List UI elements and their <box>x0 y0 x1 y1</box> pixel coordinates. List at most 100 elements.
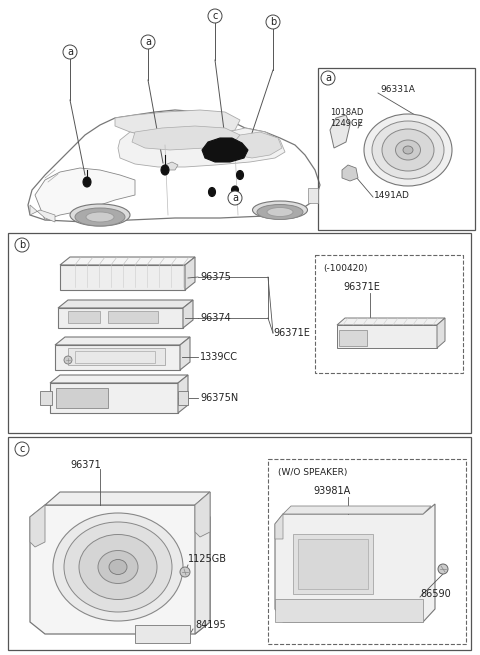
Ellipse shape <box>257 204 303 219</box>
Bar <box>135 625 190 643</box>
Ellipse shape <box>83 177 91 187</box>
Text: a: a <box>67 47 73 57</box>
Bar <box>8 437 471 650</box>
Bar <box>315 255 463 373</box>
Text: 1491AD: 1491AD <box>374 191 410 200</box>
Polygon shape <box>58 300 193 308</box>
Ellipse shape <box>161 165 169 175</box>
Polygon shape <box>165 162 178 170</box>
Ellipse shape <box>252 201 308 219</box>
Polygon shape <box>275 504 435 622</box>
Polygon shape <box>180 337 190 370</box>
Circle shape <box>15 238 29 252</box>
Polygon shape <box>28 110 320 222</box>
Text: 1018AD
1249GE: 1018AD 1249GE <box>330 107 363 128</box>
Ellipse shape <box>208 187 216 196</box>
Bar <box>68 311 100 323</box>
Polygon shape <box>195 492 210 537</box>
Polygon shape <box>30 505 45 547</box>
Polygon shape <box>55 345 180 370</box>
Ellipse shape <box>98 550 138 584</box>
Circle shape <box>63 45 77 59</box>
Ellipse shape <box>109 559 127 574</box>
Polygon shape <box>330 115 350 148</box>
Polygon shape <box>132 126 240 150</box>
Bar <box>339 330 367 346</box>
Polygon shape <box>342 165 358 181</box>
Text: b: b <box>270 17 276 27</box>
Ellipse shape <box>86 212 114 222</box>
Text: 96371: 96371 <box>70 460 101 470</box>
Polygon shape <box>437 318 445 348</box>
Polygon shape <box>58 308 183 328</box>
Text: (-100420): (-100420) <box>323 265 368 274</box>
Polygon shape <box>35 168 135 220</box>
Polygon shape <box>50 375 188 383</box>
Bar <box>268 459 466 644</box>
Circle shape <box>15 442 29 456</box>
Circle shape <box>64 356 72 364</box>
Circle shape <box>208 9 222 23</box>
Ellipse shape <box>231 186 239 194</box>
Text: 96375N: 96375N <box>200 393 238 403</box>
Ellipse shape <box>372 121 444 179</box>
Polygon shape <box>60 257 195 265</box>
Text: 93981A: 93981A <box>313 486 350 496</box>
Bar <box>40 391 52 405</box>
Ellipse shape <box>396 140 420 160</box>
Polygon shape <box>283 506 431 514</box>
Ellipse shape <box>267 208 293 217</box>
Polygon shape <box>275 514 283 539</box>
Text: 96374: 96374 <box>200 313 231 323</box>
Polygon shape <box>232 132 282 158</box>
Text: 96375: 96375 <box>200 272 231 282</box>
Circle shape <box>228 191 242 205</box>
Ellipse shape <box>403 146 413 154</box>
Text: a: a <box>325 73 331 83</box>
Polygon shape <box>118 128 285 167</box>
Text: 96331A: 96331A <box>380 86 415 94</box>
Polygon shape <box>337 318 445 325</box>
Bar <box>318 68 475 230</box>
Ellipse shape <box>53 513 183 621</box>
Text: 96371E: 96371E <box>273 328 310 338</box>
Ellipse shape <box>70 204 130 226</box>
Text: 1339CC: 1339CC <box>200 352 238 362</box>
Bar <box>108 311 158 323</box>
Bar <box>308 188 318 203</box>
Ellipse shape <box>237 170 243 179</box>
Polygon shape <box>68 348 165 365</box>
Polygon shape <box>275 599 423 622</box>
Text: a: a <box>145 37 151 47</box>
Bar <box>56 388 108 408</box>
Text: 96371E: 96371E <box>343 282 380 292</box>
Polygon shape <box>55 337 190 345</box>
Bar <box>8 233 471 433</box>
Ellipse shape <box>79 534 157 599</box>
Ellipse shape <box>364 114 452 186</box>
Text: a: a <box>232 193 238 203</box>
Polygon shape <box>185 257 195 290</box>
Circle shape <box>266 15 280 29</box>
Polygon shape <box>195 492 210 634</box>
Polygon shape <box>60 265 185 290</box>
Ellipse shape <box>75 208 125 226</box>
Text: 86590: 86590 <box>420 589 451 599</box>
Ellipse shape <box>382 129 434 171</box>
Circle shape <box>180 567 190 577</box>
Polygon shape <box>298 539 368 589</box>
Circle shape <box>321 71 335 85</box>
Polygon shape <box>178 375 188 413</box>
Text: c: c <box>19 444 24 454</box>
Text: 1125GB: 1125GB <box>188 554 227 564</box>
Polygon shape <box>293 534 373 594</box>
Polygon shape <box>202 138 248 162</box>
Polygon shape <box>115 110 240 138</box>
Circle shape <box>141 35 155 49</box>
Ellipse shape <box>64 522 172 612</box>
Polygon shape <box>337 325 437 348</box>
Polygon shape <box>45 492 210 505</box>
Text: (W/O SPEAKER): (W/O SPEAKER) <box>278 468 348 477</box>
Polygon shape <box>183 300 193 328</box>
Polygon shape <box>30 205 55 222</box>
